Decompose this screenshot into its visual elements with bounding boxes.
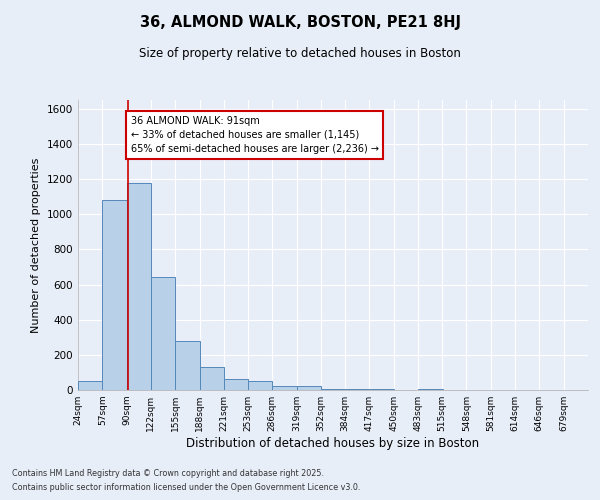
Bar — [370, 389, 394, 390]
Bar — [321, 389, 346, 390]
Text: Contains HM Land Registry data © Crown copyright and database right 2025.: Contains HM Land Registry data © Crown c… — [12, 468, 324, 477]
Text: 36, ALMOND WALK, BOSTON, PE21 8HJ: 36, ALMOND WALK, BOSTON, PE21 8HJ — [139, 15, 461, 30]
Bar — [151, 276, 175, 390]
Bar — [272, 386, 296, 390]
Bar — [200, 367, 224, 390]
X-axis label: Distribution of detached houses by size in Boston: Distribution of detached houses by size … — [187, 437, 479, 450]
Bar — [175, 341, 200, 390]
Text: Contains public sector information licensed under the Open Government Licence v3: Contains public sector information licen… — [12, 484, 361, 492]
Bar — [248, 381, 272, 390]
Bar — [103, 200, 127, 390]
Bar — [345, 389, 370, 390]
Bar — [296, 386, 321, 390]
Bar — [127, 184, 151, 390]
Bar — [418, 389, 443, 390]
Text: 36 ALMOND WALK: 91sqm
← 33% of detached houses are smaller (1,145)
65% of semi-d: 36 ALMOND WALK: 91sqm ← 33% of detached … — [131, 116, 379, 154]
Y-axis label: Number of detached properties: Number of detached properties — [31, 158, 41, 332]
Text: Size of property relative to detached houses in Boston: Size of property relative to detached ho… — [139, 48, 461, 60]
Bar — [78, 381, 103, 390]
Bar — [224, 378, 248, 390]
